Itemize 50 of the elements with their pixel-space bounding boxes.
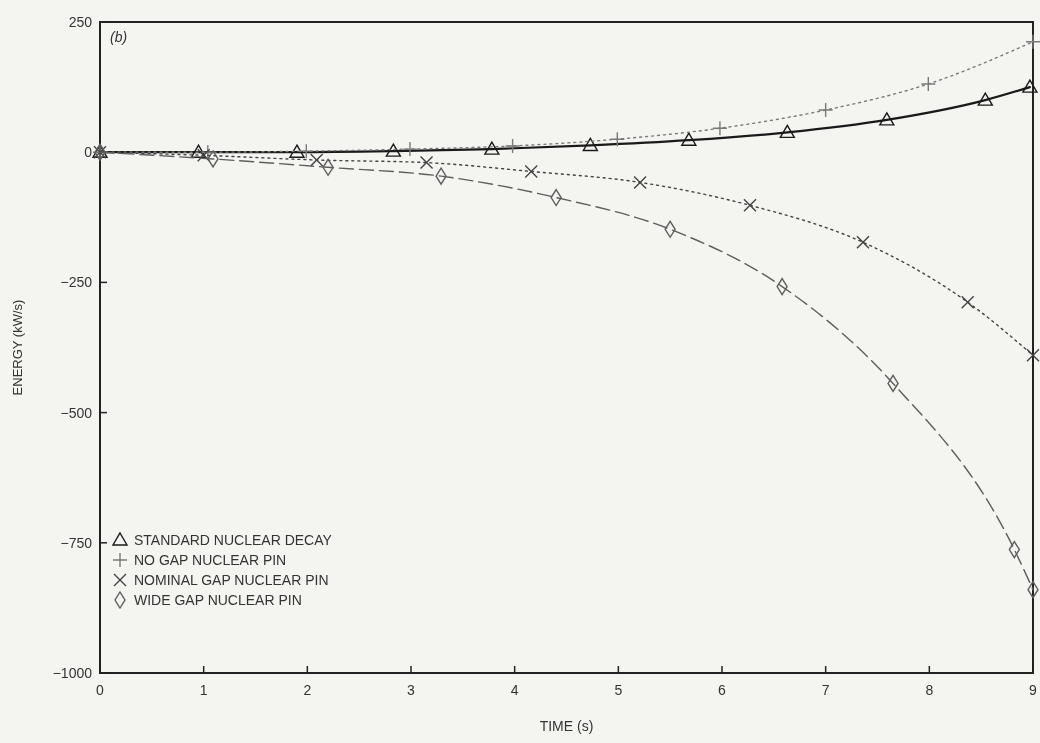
point xyxy=(633,175,647,190)
annotation: (b) xyxy=(110,29,128,45)
point xyxy=(1022,79,1038,93)
y-tick-label: −500 xyxy=(60,404,93,421)
y-tick-label: 0 xyxy=(84,144,93,161)
legend-label: STANDARD NUCLEAR DECAY xyxy=(134,532,333,548)
x-tick-label: 1 xyxy=(199,682,208,698)
x-tick-label: 3 xyxy=(407,682,416,698)
x-tick-label: 0 xyxy=(96,682,105,698)
y-axis-title: ENERGY (kW/s) xyxy=(10,299,25,396)
x-tick-label: 2 xyxy=(303,682,312,698)
y-tick-label: 250 xyxy=(68,14,93,30)
x-tick-label: 5 xyxy=(614,682,623,698)
point xyxy=(196,148,211,163)
legend-label: NOMINAL GAP NUCLEAR PIN xyxy=(134,572,329,588)
point xyxy=(1026,348,1040,363)
y-tick-label: −750 xyxy=(60,534,93,551)
point xyxy=(419,155,434,170)
point xyxy=(402,141,418,157)
y-tick-label: −250 xyxy=(60,274,93,291)
point xyxy=(960,295,975,309)
point xyxy=(743,198,757,213)
point xyxy=(977,92,994,106)
point xyxy=(681,132,697,146)
x-tick-label: 4 xyxy=(510,682,519,698)
legend-label: NO GAP NUCLEAR PIN xyxy=(134,552,287,568)
point xyxy=(190,144,207,158)
point xyxy=(609,131,625,147)
point xyxy=(1025,34,1040,50)
point xyxy=(712,120,728,136)
point xyxy=(484,141,500,155)
point xyxy=(298,143,314,159)
point xyxy=(817,102,834,118)
point xyxy=(309,153,324,167)
point xyxy=(582,137,599,152)
x-tick-label: 9 xyxy=(1029,682,1038,698)
point xyxy=(289,144,305,158)
point xyxy=(856,235,870,249)
point xyxy=(385,143,402,157)
x-tick-label: 7 xyxy=(821,682,830,698)
x-tick-label: 6 xyxy=(718,682,727,698)
point xyxy=(920,76,936,92)
point xyxy=(524,164,538,179)
x-tick-label: 8 xyxy=(925,682,934,698)
x-axis-title: TIME (s) xyxy=(539,718,594,734)
y-tick-label: −1000 xyxy=(52,665,93,681)
point xyxy=(779,124,796,139)
point xyxy=(879,112,895,126)
legend-label: WIDE GAP NUCLEAR PIN xyxy=(134,592,302,608)
point xyxy=(504,138,521,154)
